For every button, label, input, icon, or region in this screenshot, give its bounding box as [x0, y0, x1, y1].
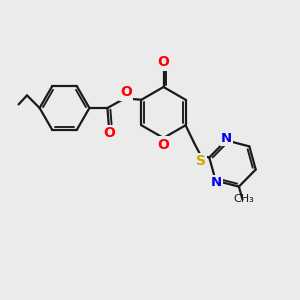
Text: O: O [158, 138, 169, 152]
Text: O: O [120, 85, 132, 99]
Text: CH₃: CH₃ [233, 194, 254, 205]
Text: N: N [221, 132, 232, 146]
Text: N: N [211, 176, 222, 189]
Text: O: O [158, 56, 169, 69]
Text: S: S [196, 154, 206, 168]
Text: O: O [103, 126, 115, 140]
